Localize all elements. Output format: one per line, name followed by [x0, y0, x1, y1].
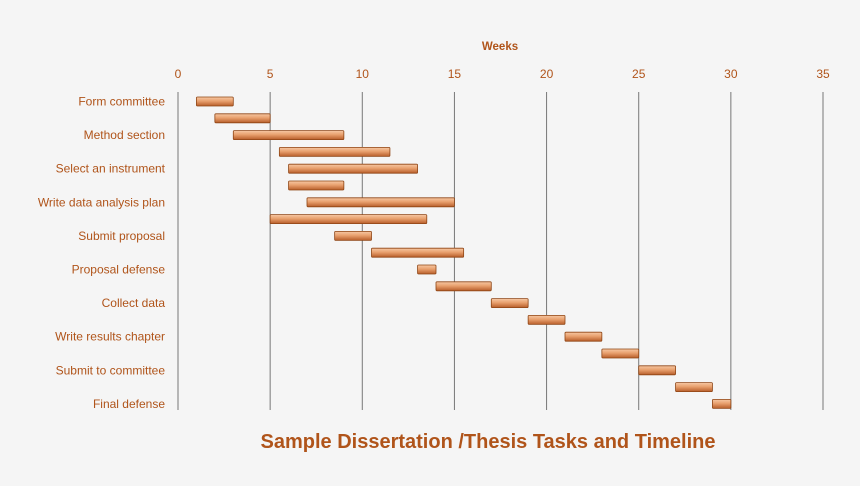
task-bar — [278, 146, 391, 157]
task-bar — [490, 298, 529, 309]
task-bar — [232, 130, 345, 141]
task-bar — [417, 264, 437, 275]
task-bar — [564, 331, 603, 342]
x-axis-title: Weeks — [482, 41, 518, 53]
task-bar — [712, 398, 732, 409]
x-tick-label: 15 — [448, 67, 462, 81]
category-label: Method section — [84, 128, 165, 142]
task-bars — [196, 96, 732, 409]
task-bar — [334, 230, 372, 241]
task-bar — [638, 365, 676, 376]
task-bar — [269, 214, 428, 225]
task-bar — [435, 281, 492, 292]
x-tick-labels: 0 5 10 15 20 25 30 35 — [175, 67, 830, 81]
task-bar — [288, 180, 345, 191]
task-bar — [306, 197, 455, 208]
chart-title: Sample Dissertation /Thesis Tasks and Ti… — [261, 431, 716, 453]
x-tick-label: 20 — [540, 67, 554, 81]
category-label: Final defense — [93, 397, 165, 411]
task-bar — [675, 382, 713, 393]
x-tick-label: 10 — [356, 67, 370, 81]
task-bar — [288, 163, 418, 174]
x-tick-label: 5 — [267, 67, 274, 81]
task-bar — [196, 96, 234, 107]
category-label: Collect data — [102, 296, 166, 310]
category-label: Write data analysis plan — [38, 195, 165, 209]
x-tick-label: 25 — [632, 67, 646, 81]
category-label: Proposal defense — [72, 263, 166, 277]
category-label: Form committee — [78, 95, 165, 109]
task-bar — [527, 314, 566, 325]
category-label: Submit proposal — [78, 229, 165, 243]
category-labels: Form committee Method section Select an in… — [38, 95, 166, 411]
task-bar — [601, 348, 640, 359]
category-label: Select an instrument — [56, 162, 166, 176]
x-tick-label: 0 — [175, 67, 182, 81]
category-label: Write results chapter — [55, 330, 165, 344]
task-bar — [371, 247, 465, 258]
task-bar — [214, 113, 271, 124]
category-label: Submit to committee — [56, 363, 166, 377]
x-tick-label: 30 — [724, 67, 738, 81]
x-tick-label: 35 — [816, 67, 830, 81]
